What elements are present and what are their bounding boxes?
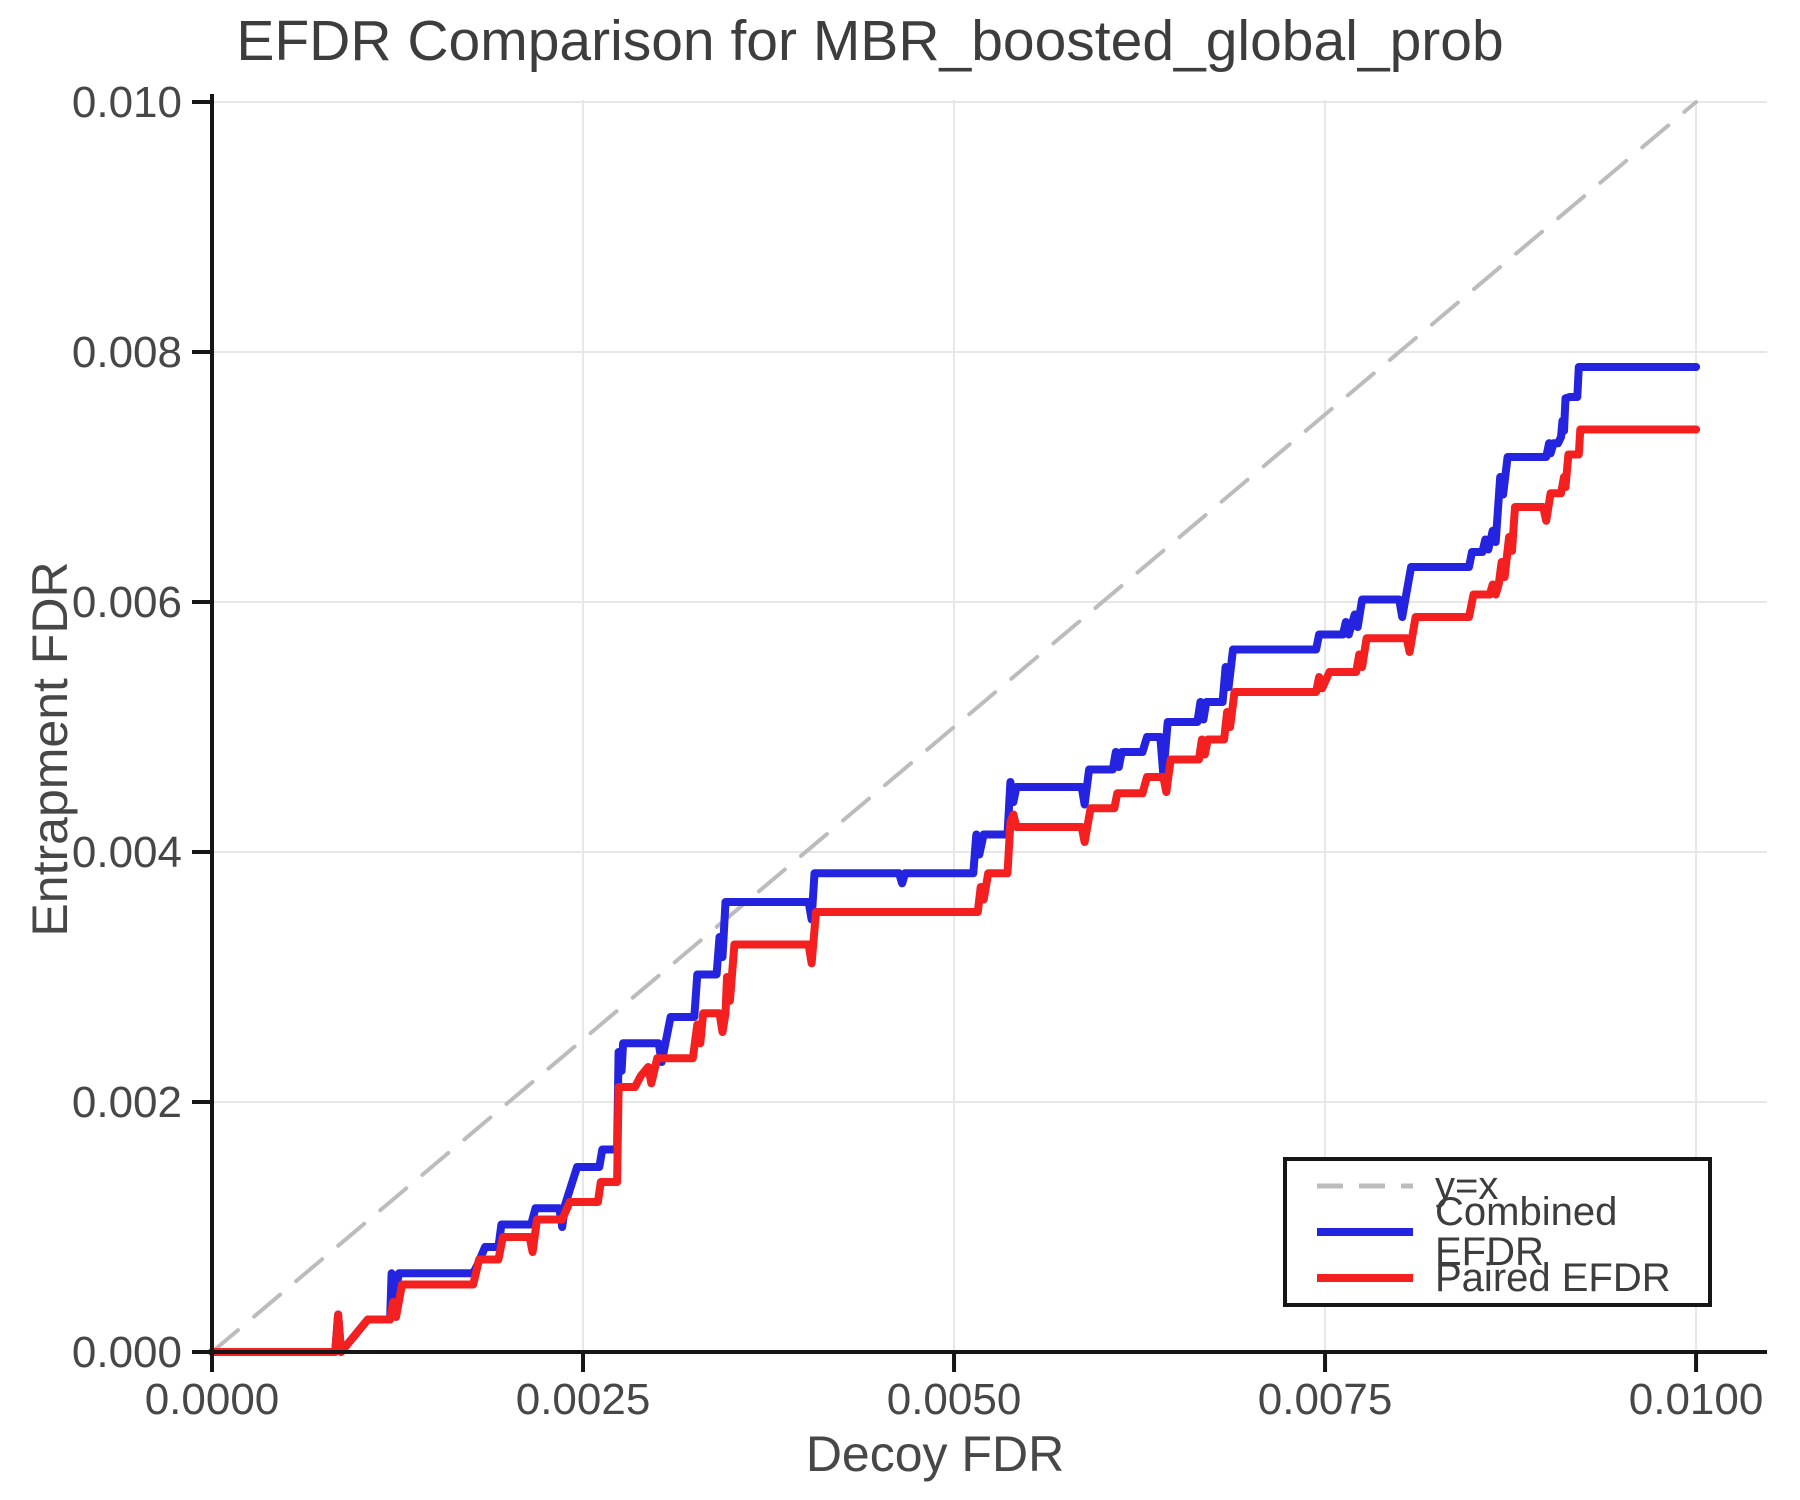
y-tick-label: 0.006 (72, 578, 182, 627)
x-tick-label: 0.0075 (1258, 1375, 1393, 1424)
y-tick-label: 0.004 (72, 828, 182, 877)
x-tick-label: 0.0050 (887, 1375, 1022, 1424)
legend-label-identity: y=x (1435, 1164, 1499, 1208)
y-tick-label: 0.000 (72, 1328, 182, 1377)
combined-line-swatch (1317, 1228, 1413, 1236)
series-line-y-x (210, 100, 1699, 1354)
legend-label-paired: Paired EFDR (1435, 1256, 1671, 1300)
x-tick-label: 0.0025 (516, 1375, 651, 1424)
x-tick-label: 0.0100 (1629, 1375, 1764, 1424)
x-tick-label: 0.0000 (145, 1375, 280, 1424)
legend-entry-identity: y=x (1315, 1165, 1708, 1207)
y-tick-label: 0.008 (72, 328, 182, 377)
x-axis-title: Decoy FDR (805, 1426, 1065, 1482)
legend: y=x Combined EFDR Paired EFDR (1283, 1157, 1712, 1307)
legend-entry-paired: Paired EFDR (1315, 1257, 1708, 1299)
y-tick-label: 0.002 (72, 1078, 182, 1127)
dashed-line-swatch (1317, 1183, 1413, 1189)
chart-title: EFDR Comparison for MBR_boosted_global_p… (236, 9, 1504, 73)
y-tick-label: 0.010 (72, 78, 182, 127)
paired-line-swatch (1317, 1274, 1413, 1282)
legend-label-combined: Combined EFDR (1435, 1190, 1618, 1274)
legend-entry-combined: Combined EFDR (1315, 1192, 1708, 1272)
y-axis-title: Entrapment FDR (22, 561, 78, 937)
series-line-paired-efdr (208, 425, 1701, 1356)
